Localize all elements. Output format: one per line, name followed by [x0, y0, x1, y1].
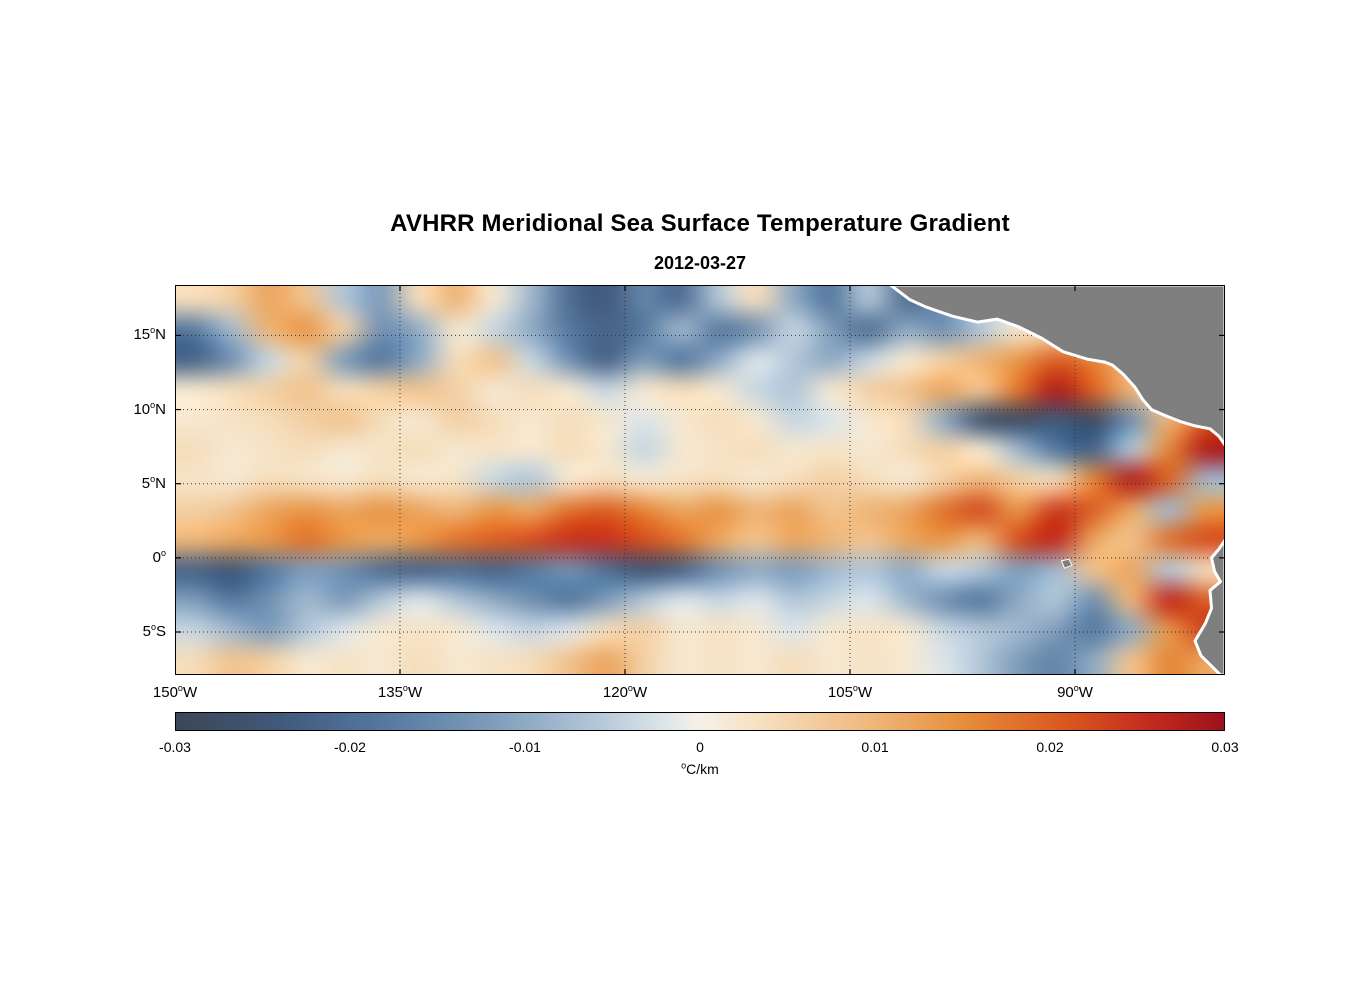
tick-number: 90 [1057, 684, 1074, 701]
tick-direction: W [182, 684, 198, 701]
degree-symbol: o [681, 760, 687, 771]
tick-number: 15 [133, 326, 151, 344]
colorbar-unit-label: oC/km [175, 761, 1225, 777]
tick-number: 5 [142, 622, 151, 640]
colorbar-tick-label: 0 [696, 739, 704, 755]
land-south-america [1193, 538, 1225, 675]
colorbar-tick-label: 0.01 [861, 739, 889, 755]
land-galapagos-island [1061, 558, 1073, 569]
sst-gradient-heatmap [175, 285, 1225, 675]
chart-subtitle: 2012-03-27 [653, 253, 747, 273]
x-axis-tick-label: 150oW [152, 683, 198, 702]
tick-direction: W [632, 684, 648, 701]
y-axis-tick-label: 0o [70, 548, 166, 568]
colorbar [175, 712, 1225, 731]
chart-title: AVHRR Meridional Sea Surface Temperature… [390, 210, 1010, 237]
tick-direction: N [155, 326, 166, 344]
colorbar-tick-label: -0.03 [159, 739, 191, 755]
colorbar-tick-label: 0.03 [1211, 739, 1239, 755]
tick-direction: N [155, 400, 166, 418]
tick-number: 10 [133, 400, 151, 418]
degree-symbol: o [177, 683, 183, 693]
degree-symbol: o [1073, 683, 1079, 693]
x-axis-tick-label: 135oW [377, 683, 423, 702]
degree-symbol: o [150, 621, 156, 632]
y-axis-tick-label: 15oN [70, 325, 166, 345]
tick-direction: W [857, 684, 873, 701]
tick-number: 5 [141, 474, 151, 492]
degree-symbol: o [402, 683, 408, 693]
tick-number: 105 [827, 684, 853, 701]
colorbar-tick-label: -0.01 [509, 739, 541, 755]
degree-symbol: o [150, 473, 156, 484]
tick-direction: W [1078, 684, 1093, 701]
colorbar-tick-label: -0.02 [334, 739, 366, 755]
map-plot [175, 285, 1225, 675]
tick-number: 120 [602, 684, 628, 701]
tick-number: 135 [377, 684, 403, 701]
degree-symbol: o [160, 547, 166, 558]
y-axis-tick-label: 5oN [70, 474, 166, 494]
tick-direction: S [155, 622, 166, 640]
unit-text: C/km [686, 761, 719, 777]
x-axis-tick-label: 105oW [827, 683, 873, 702]
degree-symbol: o [852, 683, 858, 693]
land-central-america [889, 285, 1225, 447]
x-axis-tick-label: 90oW [1057, 683, 1093, 702]
degree-symbol: o [627, 683, 633, 693]
tick-number: 150 [152, 684, 178, 701]
degree-symbol: o [150, 399, 156, 410]
y-axis-tick-label: 5oS [70, 622, 166, 642]
colorbar-tick-label: 0.02 [1036, 739, 1064, 755]
colorbar-gradient [176, 713, 1224, 730]
map-overlay [175, 285, 1225, 675]
degree-symbol: o [150, 325, 156, 336]
tick-direction: W [407, 684, 423, 701]
x-axis-tick-label: 120oW [602, 683, 648, 702]
y-axis-tick-label: 10oN [70, 400, 166, 420]
tick-number: 0 [152, 548, 161, 566]
tick-direction: N [155, 474, 166, 492]
